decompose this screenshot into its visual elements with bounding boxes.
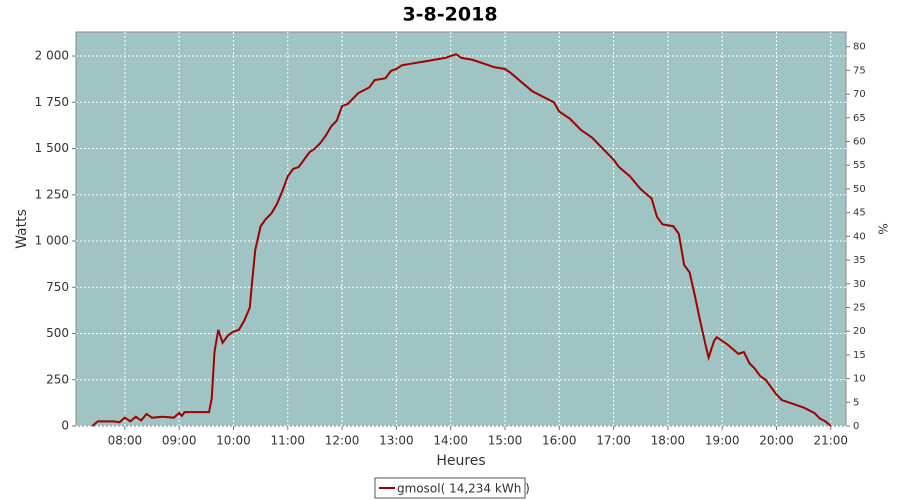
y2-tick-label: 45 — [853, 208, 866, 219]
y2-tick-label: 65 — [853, 113, 866, 124]
x-tick-label: 11:00 — [270, 434, 305, 448]
x-tick-label: 17:00 — [596, 434, 631, 448]
x-tick-label: 15:00 — [488, 434, 523, 448]
y2-tick-label: 15 — [853, 350, 866, 361]
y2-tick-label: 75 — [853, 65, 866, 76]
y2-tick-label: 10 — [853, 374, 866, 385]
y-tick-label: 1 250 — [35, 187, 69, 201]
y-tick-label: 1 000 — [35, 234, 69, 248]
x-tick-label: 13:00 — [379, 434, 414, 448]
y-tick-label: 1 500 — [35, 141, 69, 155]
y2-tick-label: 30 — [853, 279, 866, 290]
y-tick-label: 500 — [46, 326, 69, 340]
y2-tick-label: 60 — [853, 137, 866, 148]
x-tick-label: 16:00 — [542, 434, 577, 448]
y2-tick-label: 50 — [853, 184, 866, 195]
x-tick-label: 12:00 — [325, 434, 360, 448]
data-line — [91, 53, 832, 427]
y-tick-label: 2 000 — [35, 49, 69, 63]
y-tick-label: 250 — [46, 372, 69, 386]
plot-area — [75, 31, 847, 427]
x-tick-label: 21:00 — [813, 434, 848, 448]
x-tick-label: 09:00 — [162, 434, 197, 448]
y2-tick-label: 5 — [853, 397, 859, 408]
y2-tick-label: 40 — [853, 231, 866, 242]
y-tick-label: 0 — [61, 419, 69, 433]
y2-tick-label: 25 — [853, 302, 866, 313]
y2-tick-label: 55 — [853, 160, 866, 171]
x-axis-label: Heures — [436, 453, 485, 469]
x-tick-label: 19:00 — [705, 434, 740, 448]
y-tick-label: 750 — [46, 280, 69, 294]
legend-box — [374, 477, 526, 499]
chart-title: 3-8-2018 — [402, 4, 497, 26]
x-tick-label: 14:00 — [433, 434, 468, 448]
y2-tick-label: 0 — [853, 421, 859, 432]
x-tick-label: 10:00 — [216, 434, 251, 448]
legend-label: gmosol( 14,234 kWh ) — [397, 482, 530, 496]
y2-tick-label: 80 — [853, 42, 866, 53]
y2-axis-label: % — [876, 223, 890, 234]
y2-tick-label: 70 — [853, 89, 866, 100]
y-tick-label: 1 750 — [35, 95, 69, 109]
x-tick-label: 08:00 — [108, 434, 143, 448]
x-tick-label: 20:00 — [759, 434, 794, 448]
y-axis-label: Watts — [14, 209, 30, 249]
y2-tick-label: 20 — [853, 326, 866, 337]
y2-tick-label: 35 — [853, 255, 866, 266]
x-tick-label: 18:00 — [651, 434, 686, 448]
